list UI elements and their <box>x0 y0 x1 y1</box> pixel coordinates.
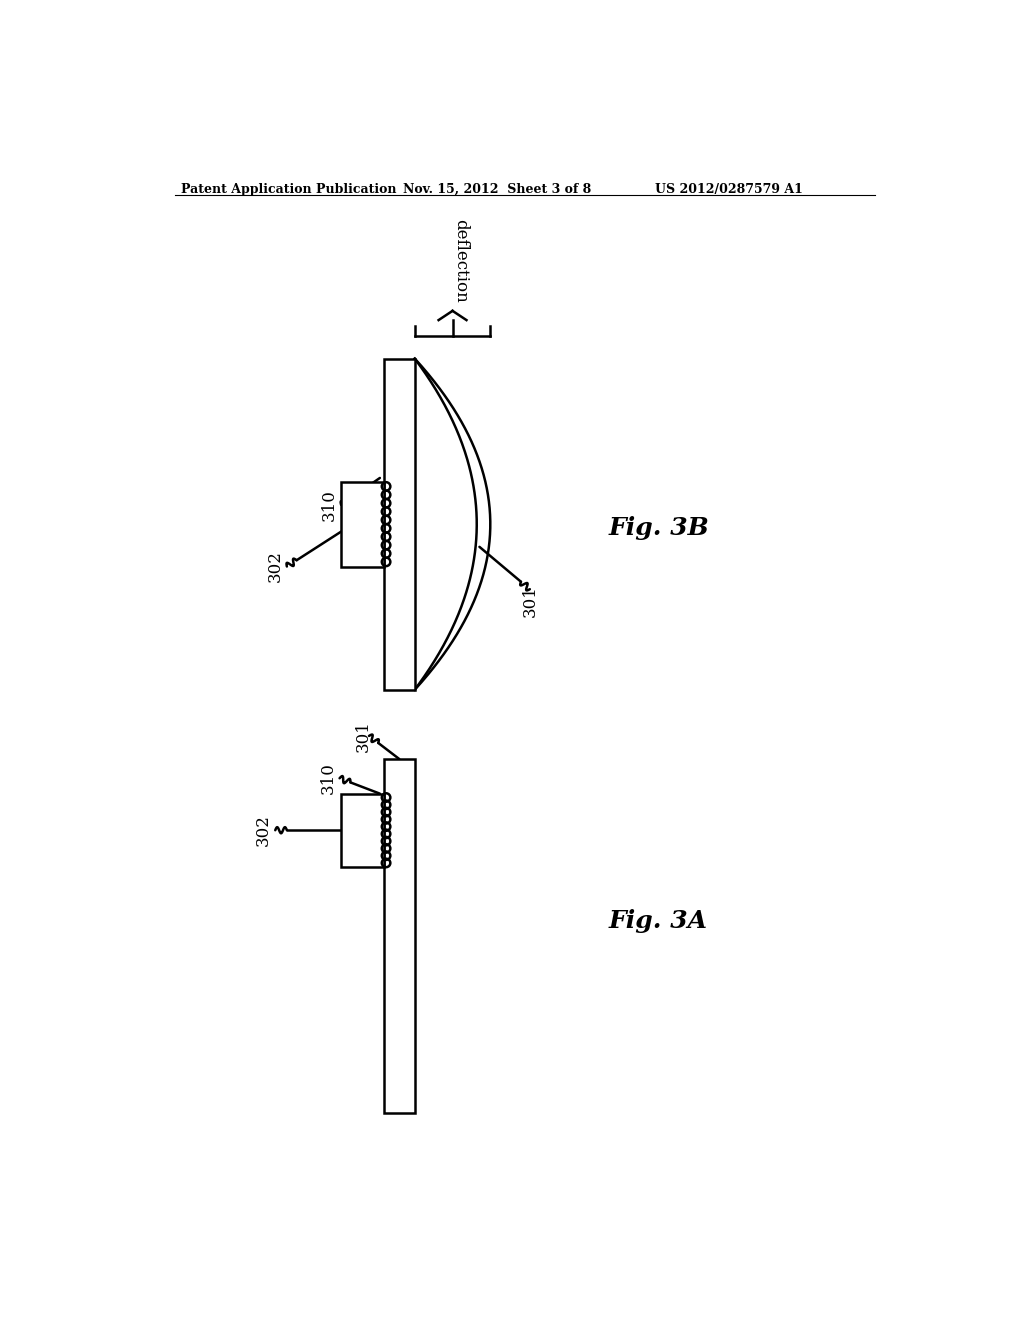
Text: 310: 310 <box>319 763 337 795</box>
Text: deflection: deflection <box>452 219 469 304</box>
Bar <box>341 793 384 867</box>
Text: Nov. 15, 2012  Sheet 3 of 8: Nov. 15, 2012 Sheet 3 of 8 <box>403 183 592 197</box>
Text: 302: 302 <box>266 550 284 582</box>
Text: 301: 301 <box>354 719 372 752</box>
Bar <box>384 359 415 689</box>
Text: Fig. 3B: Fig. 3B <box>608 516 710 540</box>
Text: 301: 301 <box>521 585 539 616</box>
Text: 310: 310 <box>321 488 338 521</box>
Text: US 2012/0287579 A1: US 2012/0287579 A1 <box>655 183 803 197</box>
Bar <box>384 759 415 1113</box>
Text: Fig. 3A: Fig. 3A <box>608 908 708 933</box>
Text: Patent Application Publication: Patent Application Publication <box>180 183 396 197</box>
Bar <box>341 482 384 566</box>
Text: 302: 302 <box>255 814 272 846</box>
